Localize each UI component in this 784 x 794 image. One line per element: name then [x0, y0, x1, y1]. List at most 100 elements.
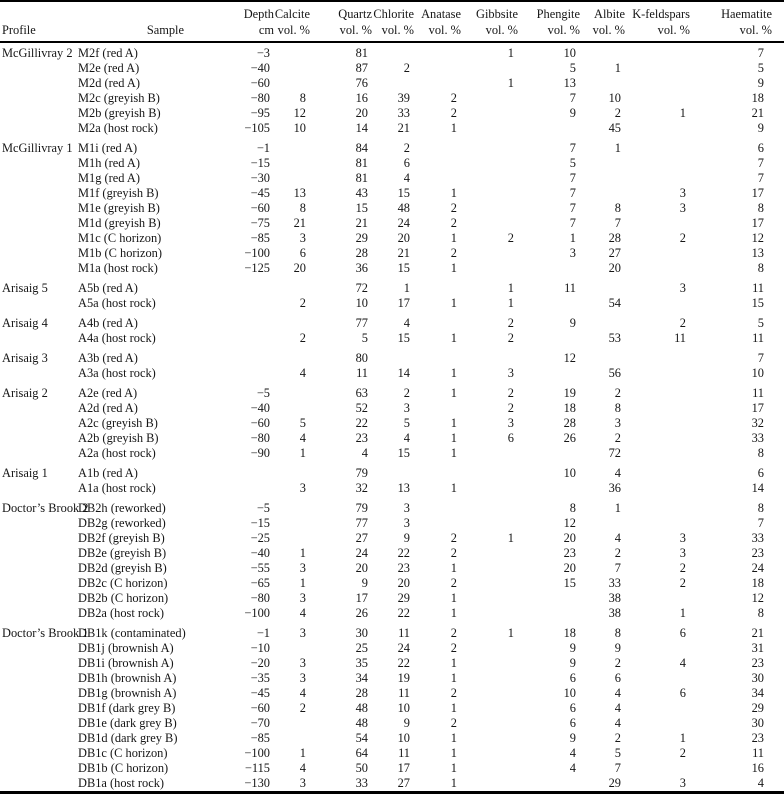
table-row: DB1b (C horizon) −115 4 50 17 1 4 7 16 — [0, 761, 784, 776]
anatase-value-cell — [414, 346, 461, 366]
albite-value-cell: 3 — [614, 416, 621, 430]
chlorite-value-cell: 48 — [397, 201, 410, 215]
depth-value-cell: −5 — [256, 501, 270, 515]
albite-value-cell: 2 — [614, 386, 621, 400]
gibbsite-value-cell — [461, 481, 518, 496]
header-label: Depth — [243, 7, 274, 21]
quartz-value-cell: 63 — [355, 386, 368, 400]
gibbsite-value-cell — [461, 446, 518, 461]
depth-value-cell: −100 — [244, 746, 270, 760]
haematite-value-cell: 8 — [757, 261, 764, 275]
profile-cell — [0, 641, 78, 656]
phengite-value-cell — [518, 331, 580, 346]
haematite-value-cell: 12 — [751, 231, 764, 245]
albite-value-cell: 4 — [614, 701, 621, 715]
sample-cell: M1h (red A) — [78, 156, 140, 170]
gibbsite-value-cell — [461, 761, 518, 776]
haematite-value-cell: 11 — [752, 386, 764, 400]
chlorite-value-cell: 22 — [397, 546, 410, 560]
kfeldspars-value-cell: 2 — [679, 561, 686, 575]
chlorite-value-cell — [372, 42, 414, 61]
profile-cell — [0, 606, 78, 621]
quartz-value-cell: 43 — [355, 186, 368, 200]
kfeldspars-value-cell — [625, 671, 690, 686]
profile-cell — [0, 531, 78, 546]
anatase-value-cell: 2 — [450, 201, 457, 215]
calcite-value-cell: 2 — [299, 701, 306, 715]
albite-value-cell: 1 — [614, 501, 621, 515]
quartz-value-cell: 20 — [355, 561, 368, 575]
kfeldspars-value-cell: 2 — [679, 576, 686, 590]
haematite-value-cell: 29 — [751, 701, 764, 715]
profile-cell — [0, 761, 78, 776]
column-header-depth: Depth cm — [184, 1, 274, 43]
gibbsite-value-cell: 6 — [507, 431, 514, 445]
profile-cell — [0, 91, 78, 106]
sample-cell: DB2a (host rock) — [78, 606, 165, 620]
profile-cell — [0, 366, 78, 381]
table-row: M1f (greyish B) −45 13 43 15 1 7 3 17 — [0, 186, 784, 201]
depth-value-cell: −3 — [256, 46, 270, 60]
depth-value-cell: −100 — [244, 606, 270, 620]
quartz-value-cell: 52 — [355, 401, 368, 415]
table-row: DB2d (greyish B) −55 3 20 23 1 20 7 2 24 — [0, 561, 784, 576]
haematite-value-cell: 33 — [751, 431, 764, 445]
albite-value-cell — [580, 186, 625, 201]
chlorite-value-cell: 20 — [397, 231, 410, 245]
calcite-value-cell: 5 — [299, 416, 306, 430]
chlorite-value-cell: 3 — [403, 516, 410, 530]
albite-value-cell: 5 — [614, 746, 621, 760]
sample-cell: A3a (host rock) — [78, 366, 156, 380]
depth-value-cell: −35 — [250, 671, 270, 685]
header-sublabel: vol. % — [428, 23, 461, 37]
chlorite-value-cell — [372, 76, 414, 91]
chlorite-value-cell: 10 — [397, 731, 410, 745]
phengite-value-cell: 10 — [563, 46, 576, 60]
albite-value-cell: 45 — [608, 121, 621, 135]
quartz-value-cell: 27 — [355, 531, 368, 545]
profile-cell — [0, 216, 78, 231]
table-header: Profile Sample Depth cm Calcite vol. % Qua… — [0, 1, 784, 43]
quartz-value-cell: 76 — [355, 76, 368, 90]
quartz-value-cell: 26 — [355, 606, 368, 620]
chlorite-value-cell: 21 — [397, 246, 410, 260]
gibbsite-value-cell: 2 — [507, 231, 514, 245]
chlorite-value-cell: 10 — [397, 701, 410, 715]
table-row: Doctor’s Brook 1 DB1k (contaminated) −1 3 30… — [0, 621, 784, 641]
haematite-value-cell: 21 — [751, 626, 764, 640]
gibbsite-value-cell — [461, 671, 518, 686]
depth-value-cell: −60 — [250, 76, 270, 90]
albite-value-cell: 29 — [608, 776, 621, 790]
anatase-value-cell: 1 — [450, 331, 457, 345]
profile-cell — [0, 656, 78, 671]
albite-value-cell: 8 — [614, 201, 621, 215]
table-row: M1e (greyish B) −60 8 15 48 2 7 8 3 8 — [0, 201, 784, 216]
sample-cell: DB1a (host rock) — [78, 776, 165, 790]
anatase-value-cell: 2 — [450, 626, 457, 640]
profile-cell — [0, 296, 78, 311]
kfeldspars-value-cell — [625, 591, 690, 606]
column-header-chlorite: Chlorite vol. % — [372, 1, 414, 43]
anatase-value-cell: 1 — [450, 776, 457, 790]
depth-value-cell: −95 — [250, 106, 270, 120]
albite-value-cell: 2 — [614, 546, 621, 560]
table-row: M1g (red A) −30 81 4 7 7 — [0, 171, 784, 186]
haematite-value-cell: 31 — [751, 641, 764, 655]
table-row: DB1f (dark grey B) −60 2 48 10 1 6 4 29 — [0, 701, 784, 716]
haematite-value-cell: 16 — [751, 761, 764, 775]
sample-cell: DB2g (reworked) — [78, 516, 166, 530]
kfeldspars-value-cell: 1 — [679, 731, 686, 745]
profile-cell — [0, 61, 78, 76]
calcite-value-cell: 13 — [293, 186, 306, 200]
calcite-value-cell: 6 — [299, 246, 306, 260]
calcite-value-cell: 4 — [299, 686, 306, 700]
column-header-calcite: Calcite vol. % — [274, 1, 310, 43]
anatase-value-cell: 2 — [450, 641, 457, 655]
haematite-value-cell: 17 — [751, 216, 764, 230]
table-row: Arisaig 2 A2e (red A) −5 63 2 1 2 19 2 11 — [0, 381, 784, 401]
kfeldspars-value-cell — [625, 431, 690, 446]
chlorite-value-cell: 14 — [397, 366, 410, 380]
header-sublabel: vol. % — [485, 23, 518, 37]
sample-cell: DB1e (dark grey B) — [78, 716, 177, 730]
quartz-value-cell: 11 — [356, 366, 368, 380]
